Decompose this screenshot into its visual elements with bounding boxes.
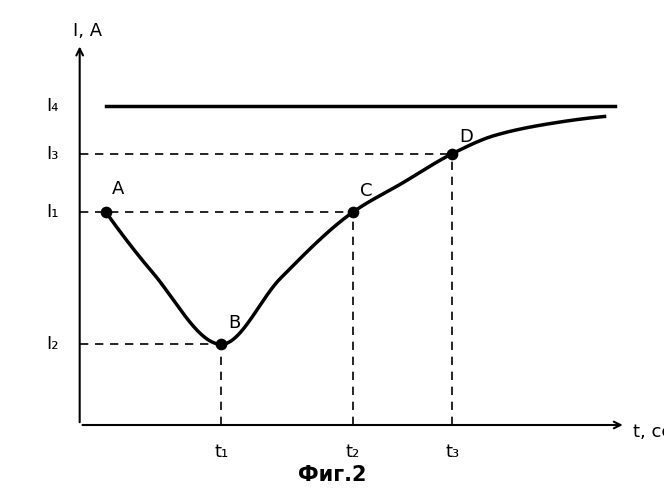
Point <box>447 150 457 158</box>
Text: I, А: I, А <box>73 22 102 40</box>
Text: Фиг.2: Фиг.2 <box>297 465 367 485</box>
Text: I₁: I₁ <box>46 204 58 222</box>
Point <box>216 340 226 348</box>
Text: C: C <box>360 182 373 200</box>
Text: I₂: I₂ <box>46 336 58 353</box>
Text: I₄: I₄ <box>46 97 58 115</box>
Text: B: B <box>228 314 241 332</box>
Text: I₃: I₃ <box>46 144 58 162</box>
Text: t, сек: t, сек <box>633 424 664 442</box>
Text: t₂: t₂ <box>345 442 360 460</box>
Text: A: A <box>112 180 125 198</box>
Text: t₁: t₁ <box>214 442 228 460</box>
Point <box>101 208 112 216</box>
Point <box>347 208 358 216</box>
Text: t₃: t₃ <box>446 442 459 460</box>
Text: D: D <box>459 128 473 146</box>
